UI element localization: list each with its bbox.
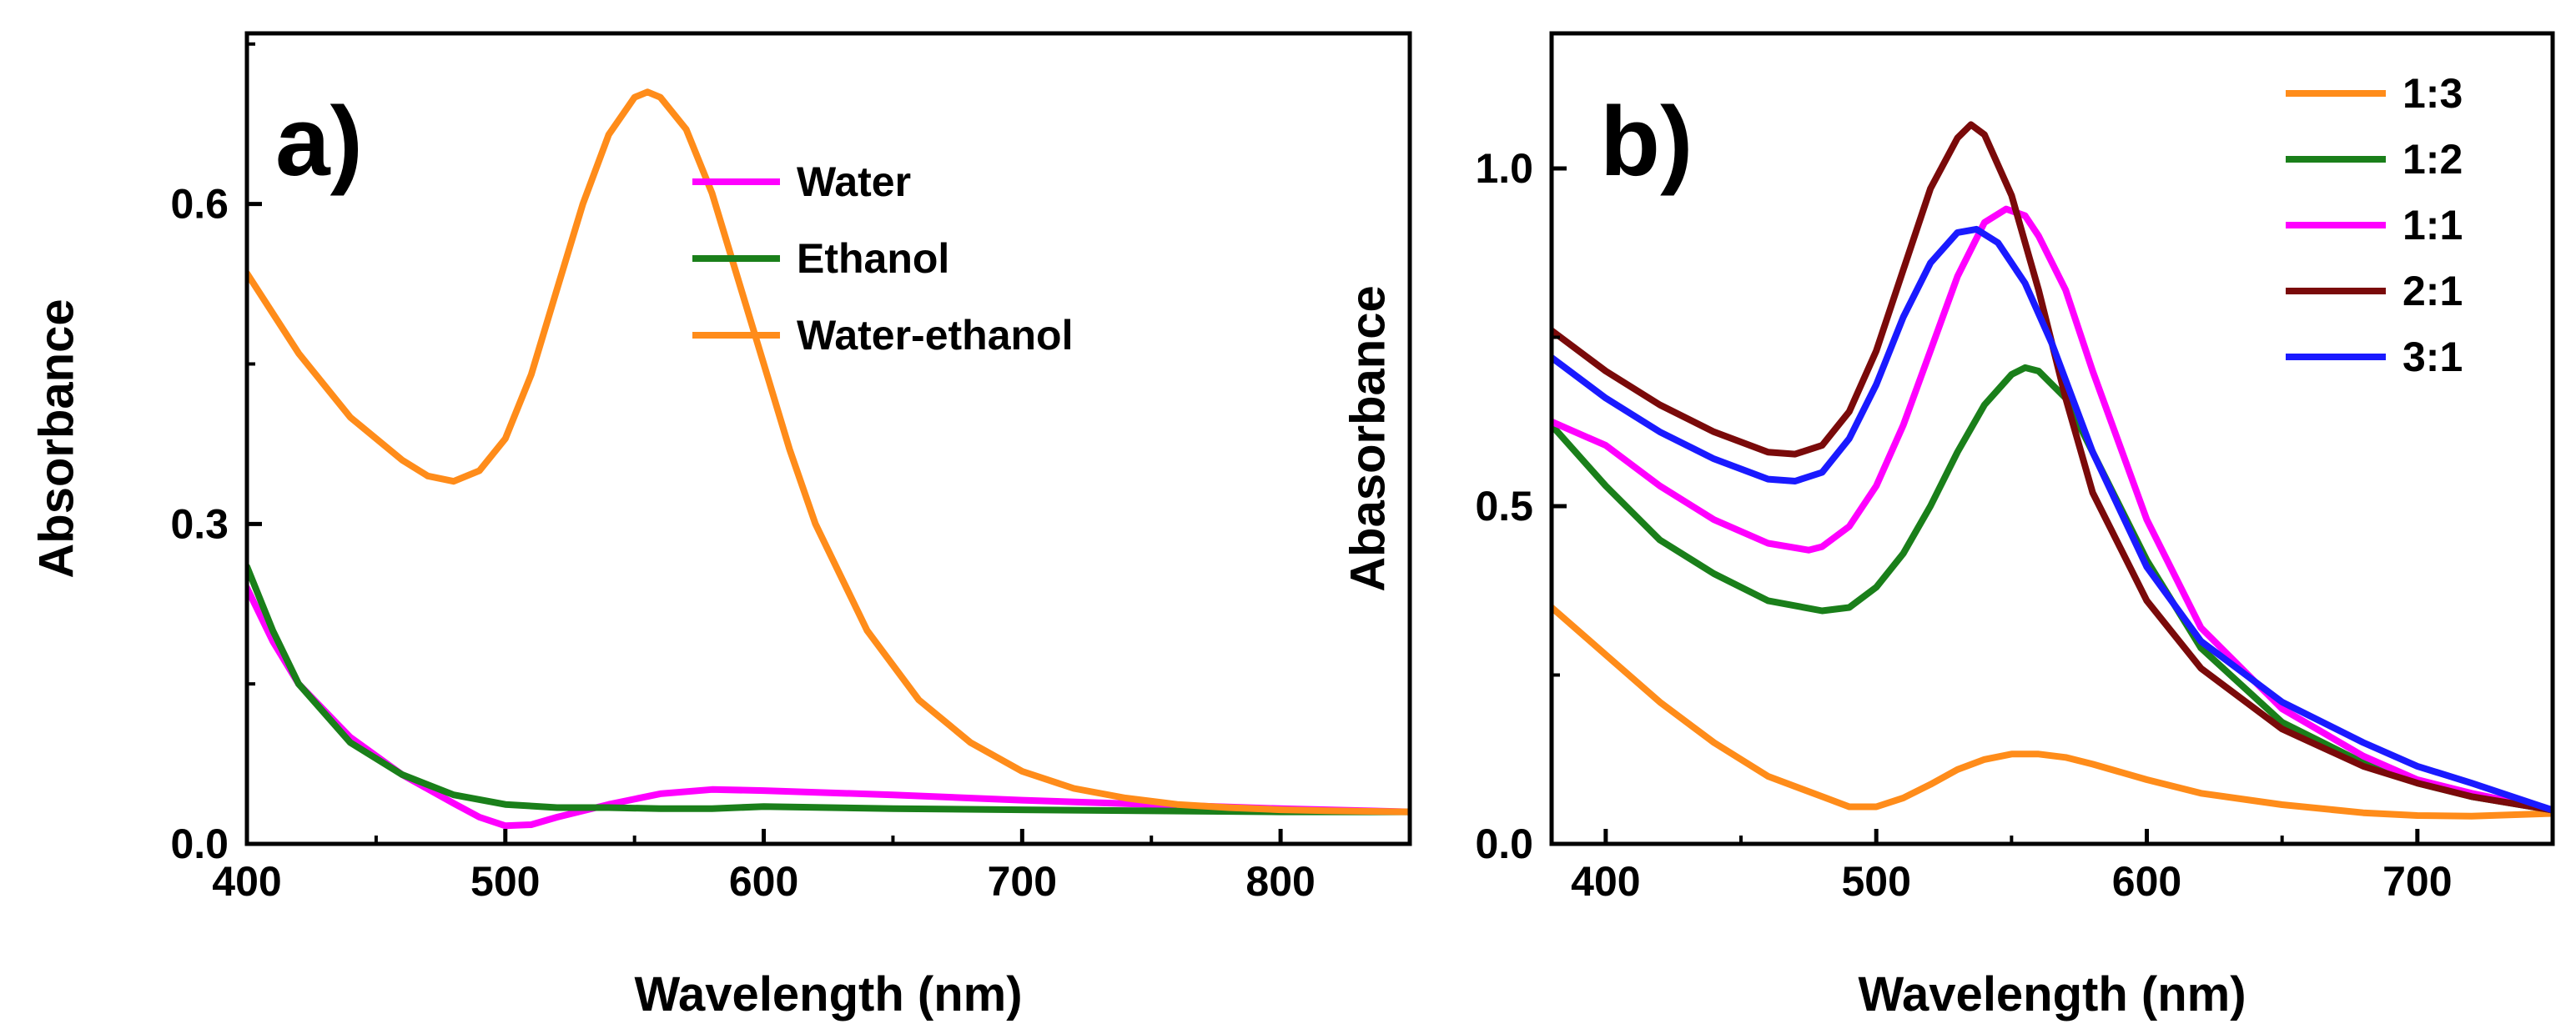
legend-label: 3:1 — [2402, 334, 2463, 380]
legend-label: 1:3 — [2402, 70, 2463, 117]
x-tick-label: 400 — [212, 858, 281, 905]
x-axis-title: Wavelength (nm) — [1858, 967, 2246, 1021]
series-line-water — [247, 585, 1410, 830]
y-tick-label: 0.5 — [1475, 483, 1533, 530]
panel-a-legend: Water Ethanol Water-ethanol — [692, 158, 1074, 359]
y-axis-title: Abasorbance — [1341, 285, 1396, 591]
legend-label: 1:1 — [2402, 202, 2463, 248]
x-tick-label: 400 — [1571, 858, 1640, 905]
panel-b-legend: 1:3 1:2 1:1 2:1 3:1 — [2286, 70, 2463, 380]
x-tick-label: 800 — [1245, 858, 1315, 905]
series-line-1-2 — [1552, 364, 2553, 814]
x-tick-label: 600 — [729, 858, 798, 905]
y-tick-label: 1.0 — [1475, 145, 1533, 192]
x-axis-title: Wavelength (nm) — [634, 967, 1022, 1021]
panel-label: b) — [1600, 87, 1693, 197]
legend-label: Water — [797, 158, 911, 205]
y-axis-title: Absorbance — [30, 299, 84, 578]
series-line-2-1 — [1552, 121, 2553, 814]
x-tick-label: 700 — [2382, 858, 2452, 905]
legend-label: Ethanol — [797, 235, 949, 282]
x-tick-label: 600 — [2112, 858, 2181, 905]
series-line-1-1 — [1552, 205, 2553, 814]
y-tick-label: 0.6 — [170, 181, 229, 228]
series-line-ethanol — [247, 563, 1410, 816]
y-tick-label: 0.0 — [170, 821, 229, 867]
panel-a-chart: 400 500 600 700 800 0.0 0.3 0.6 Wavelength (nm) A… — [30, 31, 1412, 1021]
legend-label: 1:2 — [2402, 136, 2463, 183]
panel-b-series-group — [1552, 121, 2553, 820]
panel-a-plot-frame — [244, 31, 1412, 846]
panel-b-plot-frame — [1549, 31, 2555, 846]
panel-a-series-group — [247, 88, 1410, 830]
y-tick-label: 0.0 — [1475, 821, 1533, 867]
series-line-water-ethanol — [247, 88, 1410, 816]
legend-label: 2:1 — [2402, 268, 2463, 314]
x-tick-label: 500 — [470, 858, 540, 905]
panel-b-chart: 400 500 600 700 0.0 0.5 1.0 Wavelength (nm) Abas… — [1341, 31, 2555, 1021]
x-tick-label: 700 — [988, 858, 1057, 905]
y-tick-label: 0.3 — [170, 500, 229, 547]
x-tick-label: 500 — [1841, 858, 1910, 905]
legend-label: Water-ethanol — [797, 312, 1074, 359]
panel-label: a) — [275, 87, 363, 197]
series-line-1-3 — [1552, 604, 2553, 820]
series-line-3-1 — [1552, 225, 2553, 814]
